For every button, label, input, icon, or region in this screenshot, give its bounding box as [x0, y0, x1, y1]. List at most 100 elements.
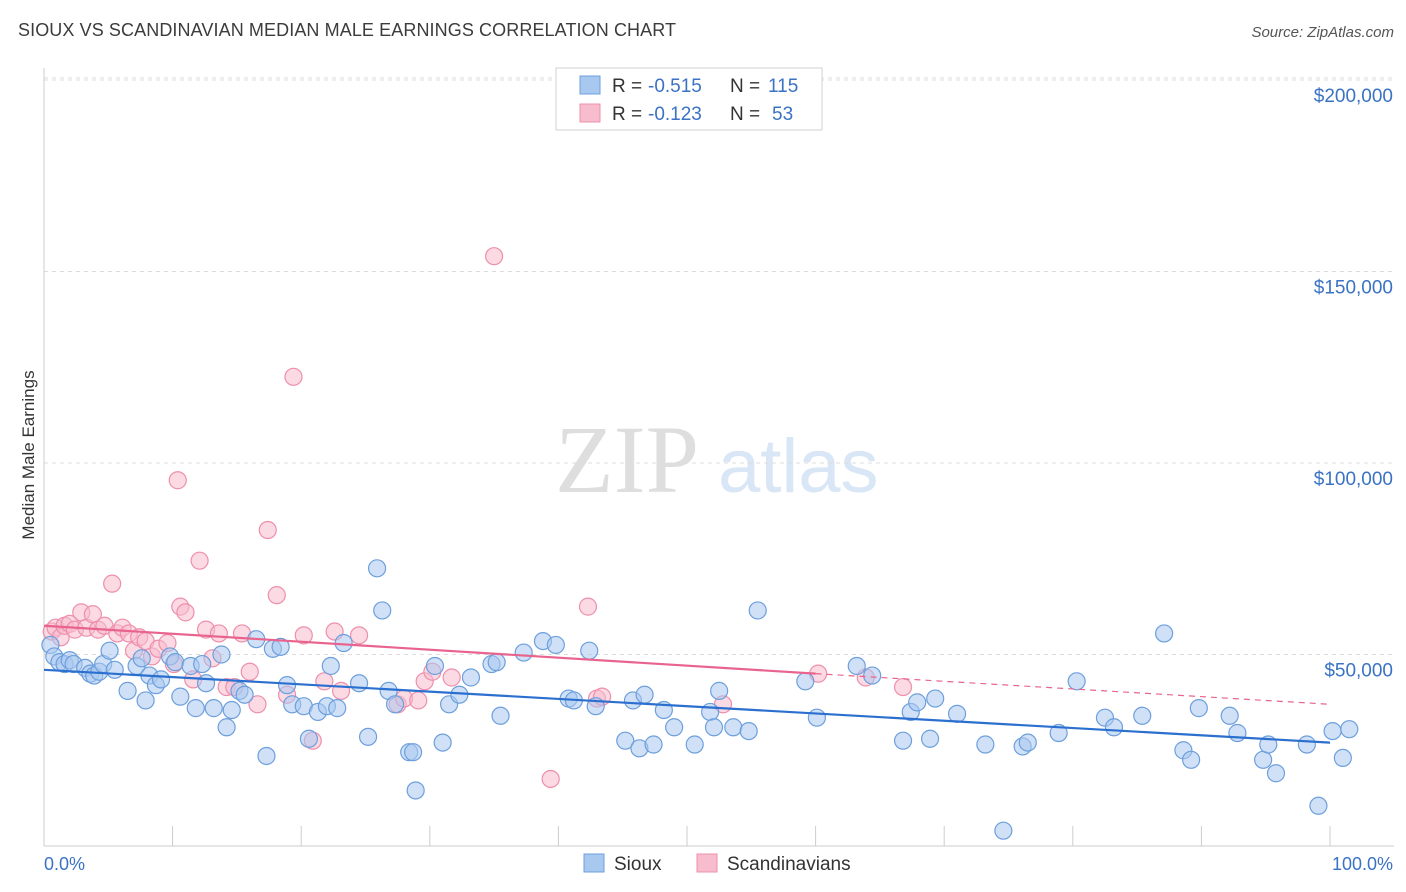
sioux-point: [100, 641, 119, 660]
scandinavians-point: [258, 520, 277, 540]
sioux-point: [1182, 750, 1201, 769]
sioux-point: [118, 681, 137, 700]
sioux-point: [1340, 720, 1359, 739]
sioux-point: [487, 653, 506, 672]
scandinavians-point: [190, 551, 209, 570]
scandinavians-point: [103, 574, 122, 593]
bottom-legend-sioux: Sioux: [614, 854, 662, 875]
sioux-point: [1220, 706, 1239, 725]
legend-r-label-scandinavians: R =: [612, 104, 642, 125]
sioux-point: [257, 746, 276, 766]
sioux-point: [217, 718, 236, 737]
scandinavians-point: [248, 695, 267, 714]
gridlines: [44, 77, 1394, 655]
bottom-legend-scandinavians: Scandinavians: [727, 854, 851, 875]
sioux-point: [1155, 624, 1174, 643]
scandinavians-point: [485, 247, 504, 266]
scandinavians-point: [315, 672, 334, 691]
sioux-point: [1018, 733, 1037, 752]
sioux-point: [863, 666, 882, 685]
chart-title: SIOUX VS SCANDINAVIAN MEDIAN MALE EARNIN…: [18, 20, 677, 40]
sioux-point: [358, 727, 378, 746]
sioux-point: [1104, 718, 1124, 737]
sioux-point: [796, 672, 815, 691]
scandinavians-point: [267, 586, 286, 605]
y-tick-label-100000: $100,000: [1314, 469, 1393, 490]
sioux-point: [186, 699, 205, 718]
legend-box: R = -0.515 N = 115 R = -0.123 N = 53: [555, 67, 823, 131]
sioux-point: [166, 653, 185, 672]
sioux-point: [328, 699, 347, 718]
source-label: Source: ZipAtlas.com: [1251, 24, 1394, 41]
sioux-point: [1323, 721, 1342, 741]
sioux-point: [105, 660, 124, 679]
sioux-point: [1254, 750, 1273, 769]
scandinavians-point: [349, 626, 369, 645]
scandinavians-point: [893, 677, 913, 697]
scandinavians-point: [176, 603, 195, 622]
sioux-point: [425, 656, 445, 676]
sioux-point: [136, 691, 155, 710]
sioux-point: [926, 689, 945, 708]
sioux-point: [644, 735, 663, 754]
sioux-point: [321, 656, 340, 676]
sioux-point: [908, 693, 927, 712]
bottom-legend-swatch-sioux: [583, 853, 605, 873]
y-tick-label-200000: $200,000: [1314, 86, 1393, 107]
sioux-point: [433, 733, 452, 752]
sioux-point: [1189, 699, 1208, 718]
sioux-point: [491, 706, 510, 725]
trend-lines: [43, 624, 1331, 744]
x-tick-label-min: 0.0%: [44, 854, 85, 874]
legend-r-value-scandinavians: -0.123: [648, 104, 702, 125]
sioux-point: [710, 681, 729, 700]
scandinavians-point: [168, 471, 187, 490]
sioux-trend-line: [43, 668, 1331, 744]
sioux-point: [701, 702, 720, 722]
sioux-point: [994, 821, 1013, 840]
sioux-point: [171, 687, 190, 706]
sioux-point: [299, 729, 319, 748]
scandinavians-point: [294, 626, 313, 645]
sioux-point: [807, 708, 826, 727]
bottom-legend-swatch-scandinavians: [696, 853, 718, 873]
sioux-point: [277, 676, 297, 695]
scandinavians-point: [331, 681, 351, 700]
sioux-point: [1297, 735, 1316, 754]
sioux-point: [1309, 796, 1328, 815]
watermark-atlas: atlas: [718, 424, 879, 509]
sioux-point: [349, 674, 369, 693]
y-tick-labels: $50,000 $100,000 $150,000 $200,000: [1314, 86, 1393, 682]
y-tick-label-150000: $150,000: [1314, 278, 1393, 299]
sioux-point: [616, 731, 635, 750]
sioux-point: [1333, 748, 1352, 768]
scandinavians-trend-line: [43, 624, 816, 675]
scandinavians-point: [209, 624, 228, 643]
sioux-point: [893, 731, 913, 750]
sioux-point: [132, 649, 151, 668]
scandinavians-point: [409, 691, 428, 710]
sioux-point: [406, 781, 425, 800]
sioux-point: [373, 601, 392, 620]
axes: [43, 68, 1394, 847]
sioux-point: [367, 559, 387, 578]
sioux-point: [1049, 723, 1068, 743]
sioux-point: [847, 656, 866, 676]
sioux-point: [685, 735, 704, 754]
sioux-point: [1067, 672, 1086, 691]
y-tick-label-50000: $50,000: [1324, 661, 1393, 682]
sioux-point: [193, 654, 212, 674]
legend-n-value-scandinavians: 53: [772, 104, 793, 125]
x-tick-label-max: 100.0%: [1332, 854, 1393, 874]
legend-r-label-sioux: R =: [612, 76, 642, 97]
legend-swatch-scandinavians: [579, 103, 601, 123]
sioux-point: [235, 685, 254, 704]
y-axis-label: Median Male Earnings: [19, 370, 38, 539]
legend-n-label-sioux: N =: [730, 76, 760, 97]
legend-r-value-sioux: -0.515: [648, 76, 702, 97]
sioux-point: [271, 637, 290, 656]
sioux-point: [151, 670, 171, 689]
legend-n-value-sioux: 115: [768, 76, 798, 97]
sioux-point: [222, 700, 241, 720]
